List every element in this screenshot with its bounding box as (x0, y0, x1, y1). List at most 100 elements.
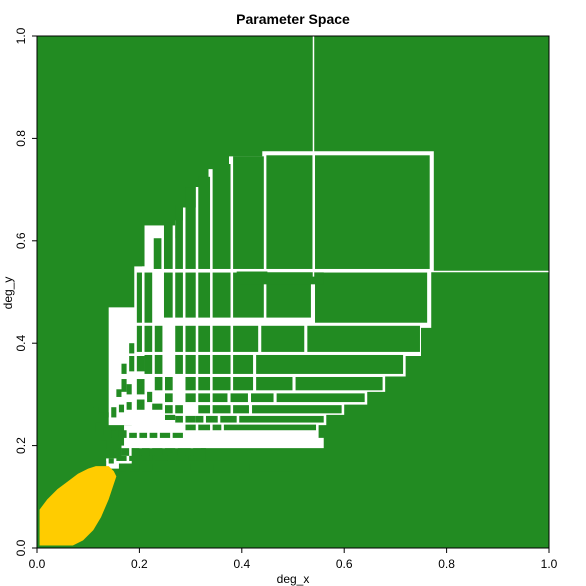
green-cell (256, 354, 404, 374)
green-cell-small (139, 432, 148, 438)
green-cell (212, 325, 231, 352)
green-cell (212, 405, 231, 414)
green-cell (163, 222, 173, 269)
green-cell (230, 393, 248, 403)
green-cell-small (152, 403, 163, 410)
green-cell (212, 354, 231, 374)
green-cell-small (190, 463, 214, 472)
green-cell (315, 155, 430, 269)
green-cell-small (121, 363, 127, 374)
x-tick-label: 0.6 (336, 557, 353, 571)
green-cell-small (131, 448, 140, 456)
y-tick-label: 0.0 (14, 539, 28, 556)
green-cell (239, 415, 324, 423)
green-cell (144, 325, 153, 352)
green-cell (175, 272, 183, 318)
green-cell-small (136, 399, 145, 410)
green-cell (154, 376, 163, 391)
green-cell (198, 325, 211, 352)
green-cell (266, 155, 313, 269)
green-cell-small (165, 448, 176, 456)
green-cell (251, 393, 274, 403)
y-tick-label: 0.2 (14, 437, 28, 454)
green-cell-small (101, 460, 107, 469)
green-cell (198, 393, 211, 403)
y-tick-label: 0.6 (14, 232, 28, 249)
green-cell (175, 354, 183, 374)
green-cell-small (126, 384, 132, 395)
x-tick-label: 0.0 (29, 557, 46, 571)
green-cell-small (129, 432, 137, 438)
green-cell-small (159, 432, 171, 438)
green-cell (212, 376, 231, 391)
green-cell-small (170, 455, 186, 461)
green-cell (212, 393, 228, 403)
chart-title: Parameter Space (236, 11, 350, 27)
green-cell (163, 272, 173, 318)
green-cell-small (118, 463, 127, 472)
plot-frame (36, 35, 550, 549)
green-cell (175, 204, 183, 269)
green-cell (233, 156, 264, 269)
green-cell (185, 376, 196, 391)
green-cell (233, 405, 249, 414)
green-cell-small (136, 356, 145, 372)
green-cell (220, 415, 237, 423)
green-cell-small (170, 463, 189, 472)
y-axis-ticks: 0.0 0.2 0.4 0.6 0.8 1.0 (14, 27, 37, 556)
green-cell-small (103, 412, 109, 418)
green-cell (205, 415, 218, 423)
green-cell (175, 325, 183, 352)
green-cell (185, 187, 196, 269)
green-cell (198, 354, 211, 374)
x-axis-ticks: 0.0 0.2 0.4 0.6 0.8 1.0 (29, 548, 558, 571)
green-cell-small (136, 379, 145, 395)
green-cell-small (172, 432, 183, 438)
green-cell-small (101, 440, 107, 449)
white-gap-region (106, 458, 125, 469)
green-cell-small (108, 458, 114, 464)
green-cell-small (154, 463, 168, 472)
green-cell (307, 325, 420, 352)
green-cell (195, 415, 204, 423)
green-cell (236, 271, 324, 285)
green-cell (153, 238, 162, 269)
green-cell (175, 405, 183, 414)
green-cell-small (129, 463, 140, 472)
green-cell (223, 424, 317, 431)
x-axis-label: deg_x (277, 572, 310, 586)
green-cell (256, 376, 293, 391)
green-cell-small (113, 448, 119, 456)
green-cell (185, 415, 196, 423)
green-cell-small (193, 448, 206, 456)
green-cell-small (116, 389, 122, 397)
green-cell (212, 272, 231, 318)
green-cell-small (152, 448, 163, 456)
green-cell (165, 376, 173, 391)
x-tick-label: 0.4 (233, 557, 250, 571)
y-tick-label: 0.8 (14, 130, 28, 147)
green-cell-small (147, 391, 153, 403)
green-cell-small (177, 448, 191, 456)
yellow-region (39, 466, 117, 546)
green-cell (185, 354, 196, 374)
green-cell-small (106, 448, 112, 456)
green-cell (198, 176, 211, 269)
green-cell (165, 405, 173, 414)
y-tick-label: 0.4 (14, 335, 28, 352)
green-cell (212, 164, 231, 269)
plot-area (36, 35, 550, 549)
green-cell (165, 393, 173, 403)
green-cell-small (141, 455, 153, 461)
green-cell-small (216, 463, 247, 472)
green-cell-small (111, 430, 117, 438)
green-cell (233, 354, 254, 374)
y-axis-label: deg_y (1, 277, 15, 310)
green-cell-small (129, 343, 135, 354)
green-cell-small (129, 455, 140, 461)
green-cell (252, 405, 342, 414)
green-cell-small (149, 432, 158, 438)
green-cell-small (165, 414, 176, 420)
green-cell-small (141, 463, 153, 472)
